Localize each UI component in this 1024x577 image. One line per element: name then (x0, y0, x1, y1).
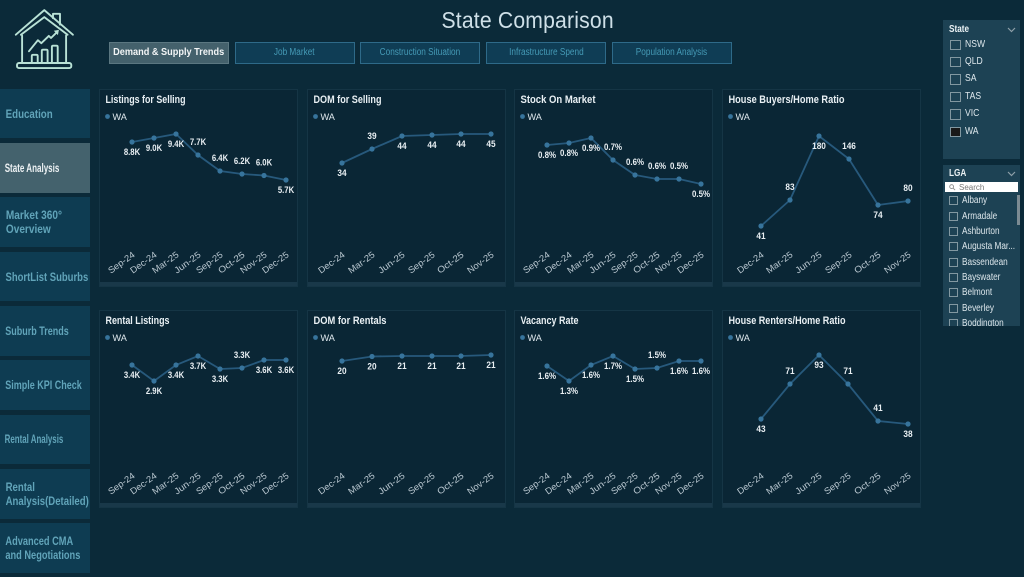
svg-text:1.6%: 1.6% (670, 366, 688, 376)
svg-text:WA: WA (321, 112, 336, 123)
svg-text:1.6%: 1.6% (582, 370, 600, 380)
svg-text:WA: WA (113, 333, 128, 344)
svg-text:WA: WA (113, 112, 128, 123)
svg-text:Dec-24: Dec-24 (316, 471, 347, 497)
svg-text:0.8%: 0.8% (560, 148, 578, 158)
svg-text:44: 44 (427, 140, 436, 150)
svg-text:3.4K: 3.4K (124, 370, 141, 380)
svg-text:3.4K: 3.4K (168, 370, 185, 380)
svg-text:1.7%: 1.7% (604, 361, 622, 371)
svg-text:WA: WA (321, 333, 336, 344)
svg-text:0.8%: 0.8% (538, 150, 556, 160)
svg-text:7.7K: 7.7K (190, 137, 207, 147)
svg-text:1.6%: 1.6% (692, 366, 710, 376)
svg-text:House Renters/Home Ratio: House Renters/Home Ratio (729, 315, 846, 327)
svg-text:9.0K: 9.0K (146, 143, 163, 153)
svg-text:Listings for Selling: Listings for Selling (106, 94, 186, 106)
svg-text:DOM for Selling: DOM for Selling (314, 94, 382, 106)
svg-text:WA: WA (528, 112, 543, 123)
svg-text:9.4K: 9.4K (168, 139, 185, 149)
svg-text:WA: WA (736, 333, 751, 344)
svg-text:Mar-25: Mar-25 (346, 471, 377, 497)
svg-text:Nov-25: Nov-25 (465, 471, 496, 497)
svg-text:38: 38 (903, 429, 912, 439)
svg-text:6.0K: 6.0K (256, 157, 273, 167)
svg-text:Oct-25: Oct-25 (435, 471, 466, 497)
svg-text:Oct-25: Oct-25 (852, 471, 883, 497)
svg-text:Sep-25: Sep-25 (406, 250, 437, 276)
svg-text:Rental Listings: Rental Listings (106, 315, 170, 327)
svg-text:3.6K: 3.6K (278, 365, 295, 375)
svg-text:5.7K: 5.7K (278, 185, 295, 195)
svg-text:71: 71 (843, 366, 852, 376)
svg-text:0.5%: 0.5% (670, 161, 688, 171)
svg-text:41: 41 (873, 403, 882, 413)
svg-text:Mar-25: Mar-25 (346, 250, 377, 276)
svg-text:1.6%: 1.6% (538, 371, 556, 381)
svg-text:0.6%: 0.6% (648, 161, 666, 171)
svg-text:3.3K: 3.3K (212, 374, 229, 384)
svg-text:3.7K: 3.7K (190, 361, 207, 371)
svg-text:WA: WA (528, 333, 543, 344)
svg-text:45: 45 (486, 139, 495, 149)
svg-text:44: 44 (456, 139, 465, 149)
svg-text:21: 21 (397, 361, 406, 371)
svg-text:21: 21 (456, 361, 465, 371)
svg-text:0.6%: 0.6% (626, 157, 644, 167)
svg-text:Oct-25: Oct-25 (435, 250, 466, 276)
svg-text:80: 80 (903, 183, 912, 193)
svg-text:39: 39 (367, 131, 376, 141)
svg-text:Nov-25: Nov-25 (882, 250, 913, 276)
svg-text:1.3%: 1.3% (560, 386, 578, 396)
svg-text:0.9%: 0.9% (582, 143, 600, 153)
svg-text:Jun-25: Jun-25 (376, 250, 407, 276)
svg-text:34: 34 (337, 168, 346, 178)
svg-text:Dec-24: Dec-24 (316, 250, 347, 276)
svg-text:21: 21 (486, 360, 495, 370)
svg-text:6.2K: 6.2K (234, 156, 251, 166)
svg-text:3.6K: 3.6K (256, 365, 273, 375)
svg-text:Dec-24: Dec-24 (735, 471, 766, 497)
svg-text:Jun-25: Jun-25 (793, 250, 824, 276)
svg-text:41: 41 (756, 231, 765, 241)
svg-text:44: 44 (397, 141, 406, 151)
svg-text:Vacancy Rate: Vacancy Rate (521, 315, 579, 327)
svg-text:146: 146 (842, 141, 856, 151)
svg-text:Jun-25: Jun-25 (793, 471, 824, 497)
svg-text:House Buyers/Home Ratio: House Buyers/Home Ratio (729, 94, 845, 106)
svg-text:0.5%: 0.5% (692, 189, 710, 199)
svg-text:Sep-25: Sep-25 (822, 471, 853, 497)
svg-text:1.5%: 1.5% (626, 374, 644, 384)
svg-text:83: 83 (785, 182, 794, 192)
svg-text:WA: WA (736, 112, 751, 123)
svg-text:2.9K: 2.9K (146, 386, 163, 396)
svg-text:71: 71 (785, 366, 794, 376)
svg-text:Nov-25: Nov-25 (882, 471, 913, 497)
svg-text:1.5%: 1.5% (648, 350, 666, 360)
svg-text:Sep-25: Sep-25 (823, 250, 854, 276)
svg-text:Oct-25: Oct-25 (852, 250, 883, 276)
svg-text:Mar-25: Mar-25 (764, 250, 795, 276)
svg-text:Sep-25: Sep-25 (406, 471, 437, 497)
svg-text:21: 21 (427, 361, 436, 371)
svg-text:DOM for Rentals: DOM for Rentals (314, 315, 387, 327)
svg-text:180: 180 (812, 141, 826, 151)
svg-text:43: 43 (756, 424, 765, 434)
svg-text:Jun-25: Jun-25 (376, 471, 407, 497)
svg-text:Dec-24: Dec-24 (735, 250, 766, 276)
svg-text:Mar-25: Mar-25 (764, 471, 795, 497)
svg-text:Nov-25: Nov-25 (465, 250, 496, 276)
svg-text:0.7%: 0.7% (604, 142, 622, 152)
svg-text:Stock On Market: Stock On Market (521, 94, 596, 106)
svg-text:6.4K: 6.4K (212, 153, 229, 163)
svg-text:3.3K: 3.3K (234, 350, 251, 360)
svg-text:93: 93 (814, 360, 823, 370)
svg-text:74: 74 (873, 210, 882, 220)
svg-text:8.8K: 8.8K (124, 147, 141, 157)
svg-text:20: 20 (337, 366, 346, 376)
svg-text:20: 20 (367, 361, 376, 371)
